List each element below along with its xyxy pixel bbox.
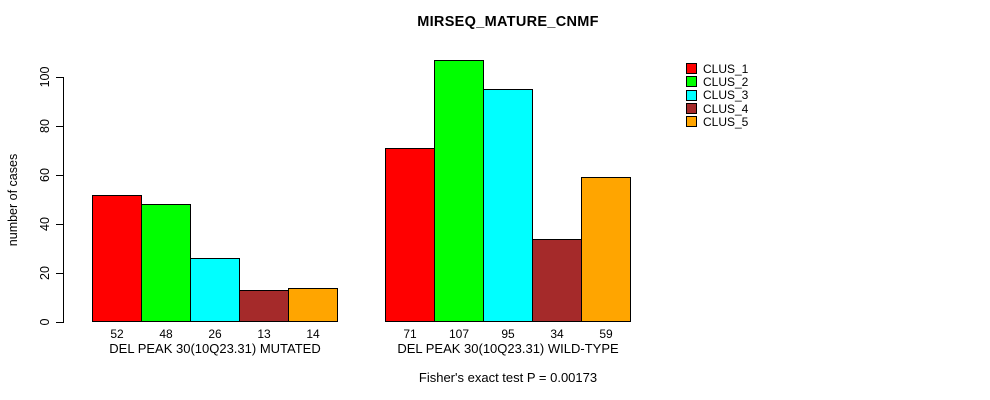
y-axis-tick <box>56 126 63 127</box>
bar-clus_1-group2 <box>385 148 435 322</box>
bar-clus_5-group1 <box>288 288 338 322</box>
y-axis-tick-label: 100 <box>38 66 52 88</box>
bar-clus_3-group2 <box>483 89 533 322</box>
legend-item-clus_5: CLUS_5 <box>686 114 749 129</box>
x-axis-group-label: DEL PEAK 30(10Q23.31) MUTATED <box>109 341 321 356</box>
bar-value-label: 71 <box>403 327 417 341</box>
legend-label: CLUS_3 <box>703 88 749 103</box>
legend-label: CLUS_1 <box>703 61 749 76</box>
bar-value-label: 14 <box>306 327 320 341</box>
y-axis-tick-label: 40 <box>38 217 52 231</box>
bar-value-label: 34 <box>550 327 564 341</box>
y-axis-tick <box>56 77 63 78</box>
legend-item-clus_2: CLUS_2 <box>686 74 749 89</box>
bar-value-label: 26 <box>208 327 222 341</box>
legend-label: CLUS_5 <box>703 114 749 129</box>
bar-clus_5-group2 <box>581 177 631 322</box>
bar-clus_4-group1 <box>239 290 289 322</box>
bar-clus_4-group2 <box>532 239 582 322</box>
y-axis-tick-label: 0 <box>38 318 52 326</box>
bar-value-label: 13 <box>257 327 271 341</box>
y-axis-tick <box>56 322 63 323</box>
bar-value-label: 59 <box>599 327 613 341</box>
y-axis-tick-label: 20 <box>38 266 52 280</box>
legend: CLUS_1 CLUS_2 CLUS_3 CLUS_4 CLUS_5 <box>686 61 749 129</box>
bar-clus_3-group1 <box>190 258 240 322</box>
legend-label: CLUS_4 <box>703 101 749 116</box>
y-axis-tick <box>56 175 63 176</box>
x-axis-group-label: DEL PEAK 30(10Q23.31) WILD-TYPE <box>397 341 619 356</box>
y-axis-tick <box>56 273 63 274</box>
legend-swatch <box>686 76 697 88</box>
bar-clus_2-group1 <box>141 204 191 322</box>
annotation-pvalue: Fisher's exact test P = 0.00173 <box>418 370 598 385</box>
legend-swatch <box>686 89 697 101</box>
legend-label: CLUS_2 <box>703 74 749 89</box>
legend-item-clus_4: CLUS_4 <box>686 101 749 116</box>
legend-swatch <box>686 116 697 128</box>
y-axis-line <box>63 77 64 323</box>
legend-item-clus_1: CLUS_1 <box>686 61 749 76</box>
bar-value-label: 48 <box>159 327 173 341</box>
y-axis-tick <box>56 224 63 225</box>
bar-clus_1-group1 <box>92 195 142 322</box>
y-axis-tick-label: 80 <box>38 119 52 133</box>
legend-item-clus_3: CLUS_3 <box>686 88 749 103</box>
chart-title: MIRSEQ_MATURE_CNMF <box>417 14 599 30</box>
legend-swatch <box>686 103 697 115</box>
bar-value-label: 95 <box>501 327 515 341</box>
bar-value-label: 52 <box>110 327 124 341</box>
y-axis-label: number of cases <box>6 153 20 247</box>
bar-clus_2-group2 <box>434 60 484 322</box>
legend-swatch <box>686 63 697 75</box>
bar-value-label: 107 <box>448 327 470 341</box>
y-axis-tick-label: 60 <box>38 168 52 182</box>
